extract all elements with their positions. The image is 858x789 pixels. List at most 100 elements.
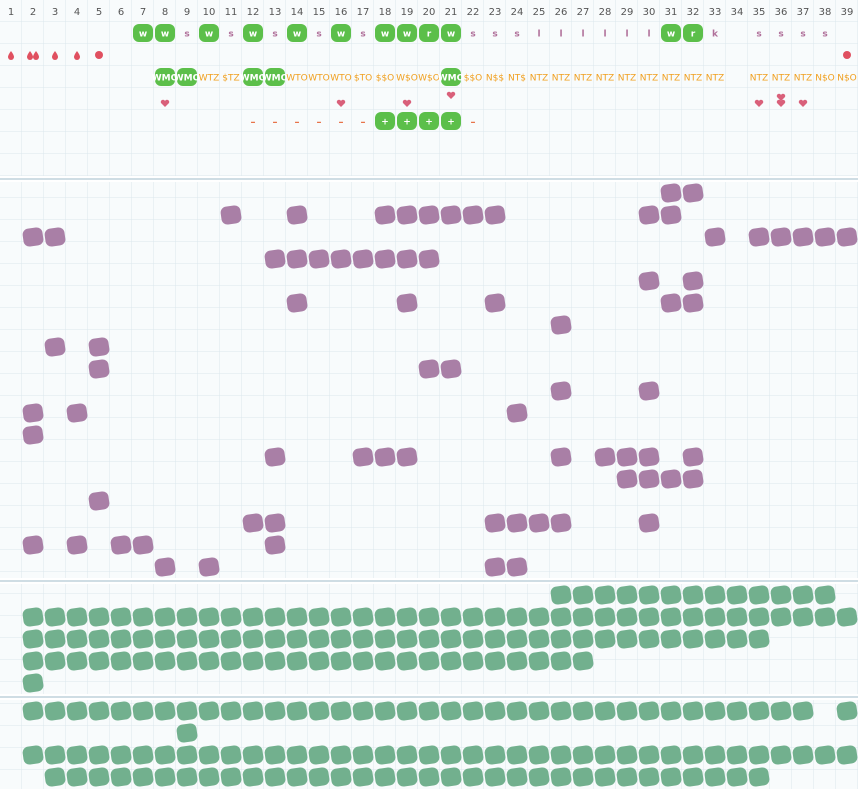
blob bbox=[682, 271, 704, 291]
heart-icon bbox=[160, 99, 170, 107]
blob bbox=[748, 701, 770, 721]
blob bbox=[572, 701, 594, 721]
cell-text: s bbox=[228, 30, 233, 40]
cell-text: NTZ bbox=[530, 74, 548, 84]
drop-icon bbox=[52, 51, 58, 60]
badge bbox=[441, 68, 461, 86]
heart-icon bbox=[776, 99, 786, 107]
blob bbox=[638, 745, 660, 765]
blob bbox=[638, 585, 660, 605]
blob bbox=[550, 745, 572, 765]
blob bbox=[462, 745, 484, 765]
blob bbox=[22, 673, 44, 693]
blob bbox=[462, 205, 484, 225]
cell-text: + bbox=[447, 118, 455, 128]
cell-text: $$O bbox=[464, 74, 483, 84]
blob bbox=[506, 651, 528, 671]
badge bbox=[133, 24, 153, 42]
dot-icon bbox=[95, 51, 103, 59]
day-number: 24 bbox=[511, 7, 524, 18]
blob bbox=[550, 315, 572, 335]
blob bbox=[264, 767, 286, 787]
grid bbox=[0, 182, 858, 578]
badge bbox=[243, 24, 263, 42]
blob bbox=[616, 585, 638, 605]
day-number: 11 bbox=[225, 7, 238, 18]
blob bbox=[110, 629, 132, 649]
blob bbox=[814, 227, 836, 247]
blob bbox=[176, 723, 198, 743]
blob bbox=[528, 745, 550, 765]
blob bbox=[506, 629, 528, 649]
blob bbox=[88, 701, 110, 721]
blob bbox=[44, 701, 66, 721]
cell-text: s bbox=[316, 30, 321, 40]
blob bbox=[770, 745, 792, 765]
blob bbox=[418, 701, 440, 721]
blob bbox=[374, 607, 396, 627]
blob bbox=[792, 745, 814, 765]
heart-icon bbox=[446, 91, 456, 99]
blob bbox=[440, 205, 462, 225]
blob bbox=[770, 701, 792, 721]
blob bbox=[308, 629, 330, 649]
blob bbox=[528, 607, 550, 627]
blob bbox=[374, 767, 396, 787]
blob bbox=[88, 337, 110, 357]
blob bbox=[176, 607, 198, 627]
blob bbox=[198, 701, 220, 721]
blob bbox=[22, 651, 44, 671]
blob bbox=[616, 767, 638, 787]
cell-text: NTZ bbox=[640, 74, 658, 84]
blob bbox=[506, 607, 528, 627]
blob bbox=[374, 447, 396, 467]
cell-text: NTZ bbox=[574, 74, 592, 84]
blob bbox=[22, 629, 44, 649]
cell-text: NTZ bbox=[772, 74, 790, 84]
cell-text: + bbox=[425, 118, 433, 128]
cell-text: – bbox=[471, 117, 476, 128]
blob bbox=[792, 585, 814, 605]
blob bbox=[22, 701, 44, 721]
cell-text: s bbox=[272, 30, 277, 40]
blob bbox=[638, 271, 660, 291]
day-number: 20 bbox=[423, 7, 436, 18]
blob bbox=[418, 767, 440, 787]
blob bbox=[792, 227, 814, 247]
cell-text: w bbox=[249, 30, 257, 40]
blob bbox=[638, 469, 660, 489]
day-number: 15 bbox=[313, 7, 326, 18]
cell-text: WTO bbox=[308, 74, 329, 84]
cell-text: WMO bbox=[174, 74, 201, 84]
blob bbox=[66, 745, 88, 765]
blob bbox=[726, 701, 748, 721]
blob bbox=[286, 607, 308, 627]
blob bbox=[88, 491, 110, 511]
blob bbox=[836, 701, 858, 721]
blob bbox=[330, 767, 352, 787]
blob bbox=[154, 629, 176, 649]
blob bbox=[110, 651, 132, 671]
blob bbox=[660, 607, 682, 627]
cell-text: – bbox=[361, 117, 366, 128]
blob bbox=[726, 585, 748, 605]
blob bbox=[396, 701, 418, 721]
cell-text: NTZ bbox=[618, 74, 636, 84]
blob bbox=[638, 513, 660, 533]
blob bbox=[396, 293, 418, 313]
day-number: 34 bbox=[731, 7, 744, 18]
cell-text: w bbox=[337, 30, 345, 40]
blob bbox=[418, 607, 440, 627]
blob bbox=[484, 513, 506, 533]
blob bbox=[418, 205, 440, 225]
blob bbox=[770, 227, 792, 247]
cell-text: NTZ bbox=[552, 74, 570, 84]
cell-text: – bbox=[273, 117, 278, 128]
blob bbox=[220, 745, 242, 765]
blob bbox=[418, 745, 440, 765]
day-number: 37 bbox=[797, 7, 810, 18]
blob bbox=[638, 767, 660, 787]
blob bbox=[88, 767, 110, 787]
blob bbox=[330, 651, 352, 671]
blob bbox=[88, 745, 110, 765]
